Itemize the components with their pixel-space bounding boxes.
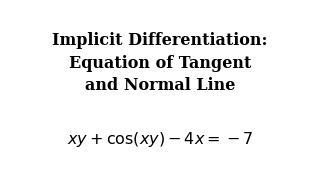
Text: $xy + \cos(xy) - 4x = -7$: $xy + \cos(xy) - 4x = -7$ (67, 130, 253, 149)
Text: Implicit Differentiation:
Equation of Tangent
and Normal Line: Implicit Differentiation: Equation of Ta… (52, 32, 268, 94)
